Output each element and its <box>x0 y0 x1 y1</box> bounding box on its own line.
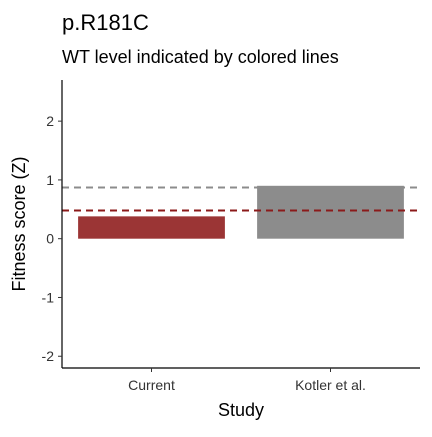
y-tick-label: 2 <box>46 113 54 129</box>
bar-current <box>78 216 225 239</box>
x-tick-label: Current <box>128 377 175 393</box>
y-tick-label: -1 <box>42 289 55 305</box>
x-axis-label: Study <box>218 400 264 420</box>
chart-title: p.R181C <box>62 10 149 35</box>
y-axis-label: Fitness score (Z) <box>9 156 29 291</box>
bar-kotler-et-al <box>257 185 404 239</box>
x-tick-label: Kotler et al. <box>295 377 366 393</box>
y-tick-label: 0 <box>46 231 54 247</box>
y-tick-label: -2 <box>42 348 55 364</box>
plot-area: -2 -1 0 1 2 Current Kotler et al. <box>42 80 420 393</box>
chart-subtitle: WT level indicated by colored lines <box>62 47 339 67</box>
y-tick-label: 1 <box>46 172 54 188</box>
